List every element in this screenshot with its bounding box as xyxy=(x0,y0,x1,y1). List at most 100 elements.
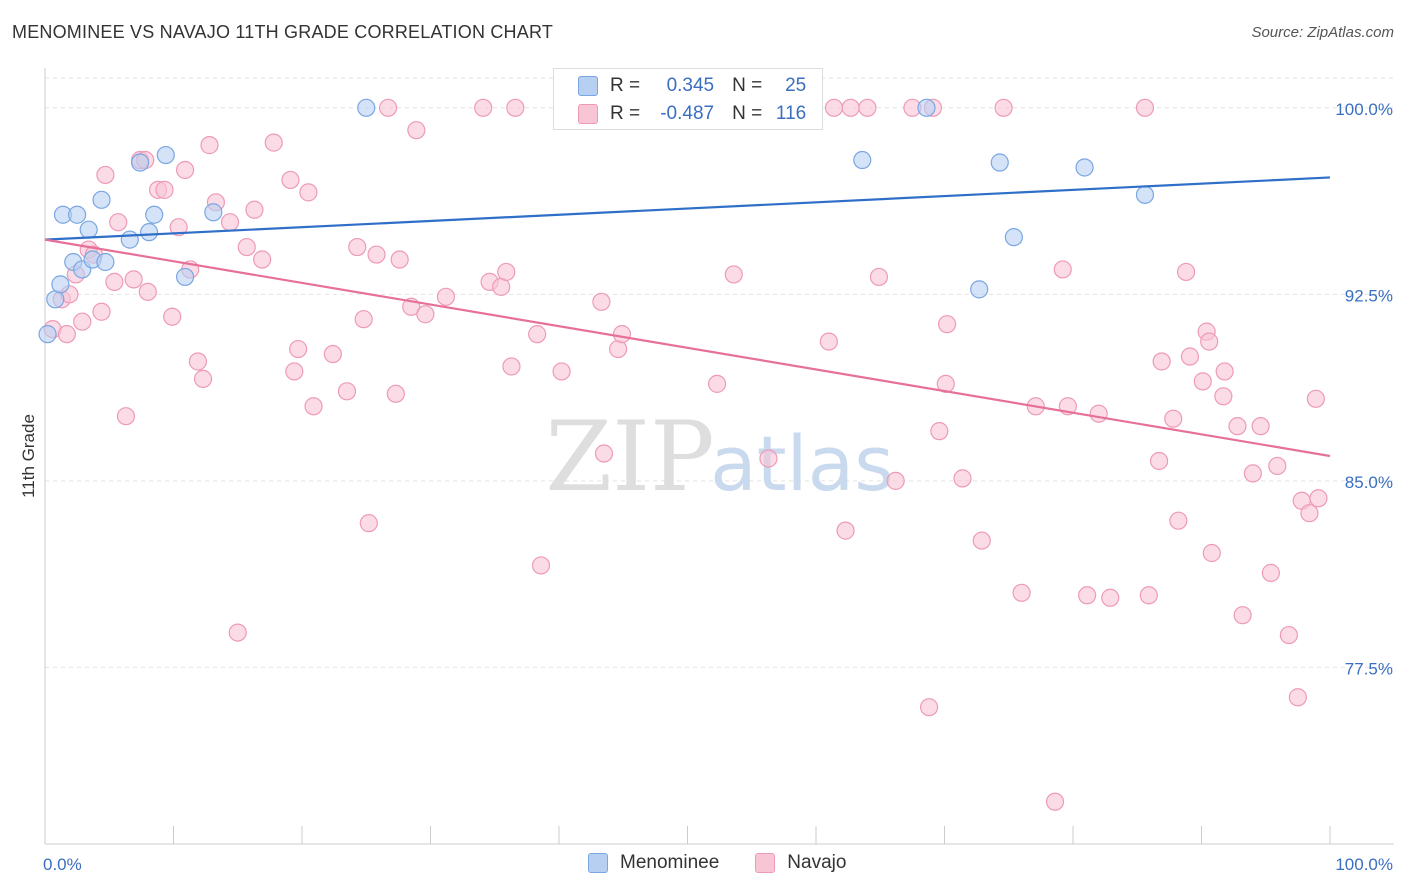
navajo-point[interactable] xyxy=(96,165,115,185)
navajo-point[interactable] xyxy=(163,307,182,326)
navajo-point[interactable] xyxy=(1288,688,1307,707)
menominee-point[interactable] xyxy=(96,252,115,272)
navajo-point[interactable] xyxy=(367,245,386,264)
navajo-point[interactable] xyxy=(264,133,283,152)
navajo-point[interactable] xyxy=(237,237,256,257)
navajo-point[interactable] xyxy=(919,698,939,717)
navajo-point[interactable] xyxy=(528,325,547,344)
navajo-point[interactable] xyxy=(1045,792,1065,811)
navajo-point[interactable] xyxy=(1012,583,1031,602)
navajo-point[interactable] xyxy=(1233,606,1252,625)
menominee-point[interactable] xyxy=(92,190,111,209)
navajo-point[interactable] xyxy=(1306,389,1325,408)
navajo-point[interactable] xyxy=(836,521,855,540)
navajo-point[interactable] xyxy=(1193,372,1212,391)
menominee-point[interactable] xyxy=(357,98,376,117)
navajo-point[interactable] xyxy=(531,556,551,575)
navajo-point[interactable] xyxy=(281,170,300,190)
navajo-point[interactable] xyxy=(175,160,195,180)
menominee-point[interactable] xyxy=(204,203,223,222)
navajo-point[interactable] xyxy=(193,369,213,388)
navajo-point[interactable] xyxy=(228,623,247,642)
menominee-point[interactable] xyxy=(1135,185,1155,204)
navajo-point[interactable] xyxy=(105,272,124,291)
navajo-point[interactable] xyxy=(1089,404,1108,423)
menominee-point[interactable] xyxy=(853,150,872,170)
navajo-point[interactable] xyxy=(592,292,611,311)
menominee-point[interactable] xyxy=(990,153,1009,172)
menominee-point[interactable] xyxy=(130,153,150,172)
navajo-point[interactable] xyxy=(116,407,136,426)
navajo-point[interactable] xyxy=(1300,504,1319,523)
navajo-point[interactable] xyxy=(323,344,342,364)
navajo-point[interactable] xyxy=(474,98,493,117)
navajo-point[interactable] xyxy=(285,362,304,381)
navajo-point[interactable] xyxy=(707,374,727,393)
navajo-point[interactable] xyxy=(552,362,571,381)
navajo-point[interactable] xyxy=(390,250,409,269)
navajo-point[interactable] xyxy=(1228,417,1247,436)
menominee-point[interactable] xyxy=(1004,228,1023,247)
menominee-point[interactable] xyxy=(120,230,139,249)
menominee-point[interactable] xyxy=(51,275,70,294)
navajo-point[interactable] xyxy=(819,332,838,351)
navajo-point[interactable] xyxy=(124,270,143,289)
menominee-point[interactable] xyxy=(79,220,98,239)
menominee-point[interactable] xyxy=(139,223,159,242)
navajo-point[interactable] xyxy=(253,250,272,269)
navajo-point[interactable] xyxy=(869,267,889,287)
navajo-point[interactable] xyxy=(337,382,357,401)
navajo-point[interactable] xyxy=(57,325,76,344)
navajo-point[interactable] xyxy=(930,422,949,441)
navajo-point[interactable] xyxy=(304,397,323,416)
navajo-point[interactable] xyxy=(188,352,208,371)
menominee-point[interactable] xyxy=(145,205,164,224)
navajo-point[interactable] xyxy=(299,183,318,202)
navajo-point[interactable] xyxy=(73,312,92,331)
navajo-point[interactable] xyxy=(407,121,426,140)
navajo-point[interactable] xyxy=(378,98,398,117)
navajo-point[interactable] xyxy=(1200,332,1219,351)
navajo-point[interactable] xyxy=(1202,543,1221,563)
navajo-point[interactable] xyxy=(724,265,743,284)
navajo-point[interactable] xyxy=(1164,409,1183,428)
navajo-point[interactable] xyxy=(386,384,405,403)
navajo-point[interactable] xyxy=(1279,625,1298,645)
navajo-point[interactable] xyxy=(289,339,308,359)
navajo-point[interactable] xyxy=(1215,362,1234,381)
navajo-point[interactable] xyxy=(1251,417,1270,436)
navajo-point[interactable] xyxy=(155,180,174,199)
navajo-point[interactable] xyxy=(841,98,860,117)
navajo-point[interactable] xyxy=(348,237,367,257)
navajo-point[interactable] xyxy=(502,357,521,376)
legend-item-menominee[interactable]: Menominee xyxy=(588,852,719,874)
menominee-point[interactable] xyxy=(68,205,87,224)
navajo-point[interactable] xyxy=(109,213,128,232)
navajo-point[interactable] xyxy=(972,531,991,550)
navajo-point[interactable] xyxy=(1149,451,1169,471)
navajo-point[interactable] xyxy=(1053,260,1072,279)
navajo-point[interactable] xyxy=(1176,262,1196,282)
navajo-point[interactable] xyxy=(1268,456,1287,476)
navajo-point[interactable] xyxy=(436,287,456,306)
navajo-point[interactable] xyxy=(354,310,373,329)
navajo-point[interactable] xyxy=(994,98,1013,117)
navajo-point[interactable] xyxy=(594,444,614,463)
navajo-point[interactable] xyxy=(200,136,219,155)
menominee-point[interactable] xyxy=(970,280,989,299)
menominee-point[interactable] xyxy=(1075,158,1094,177)
navajo-point[interactable] xyxy=(138,282,157,301)
navajo-point[interactable] xyxy=(169,218,188,237)
navajo-point[interactable] xyxy=(1261,563,1280,582)
navajo-point[interactable] xyxy=(416,305,435,324)
navajo-point[interactable] xyxy=(1078,586,1097,605)
navajo-point[interactable] xyxy=(220,213,240,232)
menominee-point[interactable] xyxy=(156,145,175,165)
navajo-point[interactable] xyxy=(858,98,877,117)
navajo-point[interactable] xyxy=(953,469,972,488)
legend-item-navajo[interactable]: Navajo xyxy=(755,852,846,874)
navajo-point[interactable] xyxy=(92,302,111,321)
navajo-point[interactable] xyxy=(1139,586,1158,605)
navajo-point[interactable] xyxy=(937,315,957,334)
navajo-point[interactable] xyxy=(886,471,905,490)
